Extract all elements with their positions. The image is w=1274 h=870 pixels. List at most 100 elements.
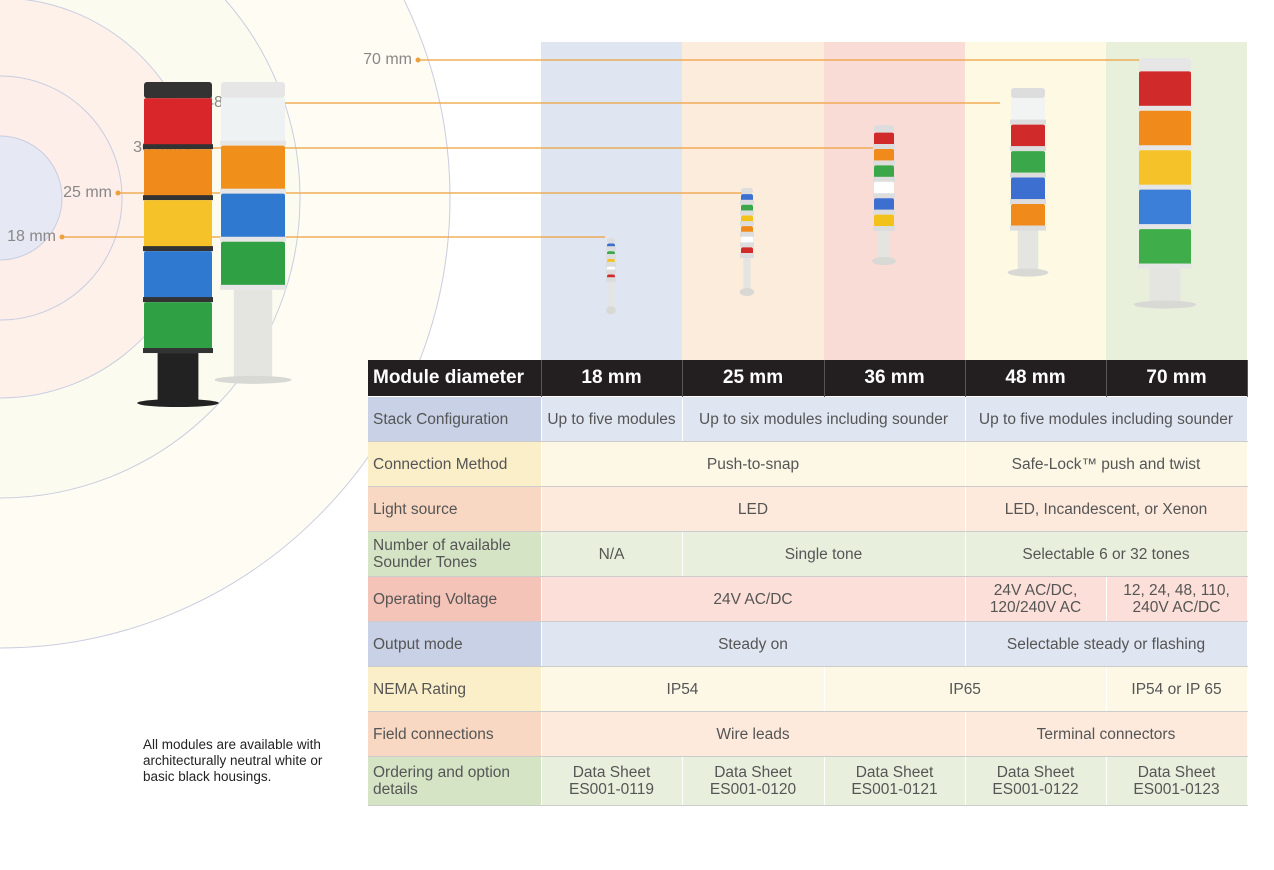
table-cell: Selectable steady or flashing — [965, 621, 1248, 667]
header-cell: 18 mm — [541, 360, 683, 397]
table-row: Stack Configuration Up to five modules Up … — [368, 396, 1248, 442]
tower-foot — [872, 257, 896, 265]
row-label: Ordering and option details — [368, 756, 542, 806]
tower-module — [1139, 71, 1191, 109]
header-cell: 25 mm — [682, 360, 825, 397]
tower-cap — [607, 238, 615, 244]
tower-module — [874, 214, 894, 229]
tower-ring — [1010, 225, 1046, 231]
tower-foot — [739, 288, 755, 296]
tower-module — [221, 241, 285, 288]
diameter-label: 70 mm — [363, 51, 412, 68]
tower-ring — [740, 221, 754, 227]
tower-ring — [143, 246, 213, 252]
tower-module — [874, 132, 894, 147]
table-cell: Up to five modules including sounder — [965, 396, 1248, 442]
row-label: Stack Configuration — [368, 396, 542, 442]
table-cell: Up to five modules — [541, 396, 683, 442]
table-cell: LED — [541, 486, 966, 532]
table-row: Output mode Steady on Selectable steady or… — [368, 621, 1248, 667]
tower-module — [144, 251, 212, 301]
tower-pole — [878, 231, 890, 261]
tower-module — [144, 149, 212, 199]
tower-module — [1139, 189, 1191, 228]
tower-pole — [233, 289, 273, 380]
tower-foot — [1133, 300, 1197, 309]
row-label: Output mode — [368, 621, 542, 667]
tower-pole — [743, 258, 751, 292]
leader-dot — [59, 234, 65, 240]
table-cell: Terminal connectors — [965, 711, 1248, 757]
tower-module — [144, 200, 212, 250]
tower-pole — [157, 353, 199, 404]
tower-ring — [740, 231, 754, 237]
tower-module — [874, 198, 894, 213]
table-cell: Steady on — [541, 621, 966, 667]
tower-cap — [874, 125, 894, 133]
row-label: Light source — [368, 486, 542, 532]
tower-ring — [873, 209, 895, 215]
tower-ring — [220, 140, 286, 146]
tower-module — [874, 181, 894, 197]
column-band — [824, 42, 965, 360]
tower-ring — [873, 160, 895, 166]
tower-ring — [740, 210, 754, 216]
tower-module — [1011, 177, 1045, 203]
table-cell: Push-to-snap — [541, 441, 966, 487]
tower-ring — [873, 226, 895, 231]
caption: All modules are available with architect… — [143, 737, 323, 784]
tower-pole — [608, 282, 614, 311]
tower-foot — [606, 306, 616, 315]
table-cell: Data Sheet ES001-0119 — [541, 756, 683, 806]
tower-ring — [606, 269, 616, 275]
tower-module — [874, 165, 894, 180]
table-cell: Single tone — [682, 531, 966, 577]
tower-ring — [1138, 184, 1192, 190]
tower-ring — [220, 236, 286, 242]
diameter-label: 25 mm — [63, 184, 112, 201]
table-cell: Data Sheet ES001-0122 — [965, 756, 1107, 806]
tower-module — [221, 193, 285, 240]
tower-module — [1011, 124, 1045, 150]
tower-ring — [220, 284, 286, 290]
tower-ring — [143, 144, 213, 150]
table-row: NEMA Rating IP54 IP65 IP54 or IP 65 — [368, 666, 1248, 712]
leader-dot — [415, 57, 421, 63]
table-cell: 24V AC/DC — [541, 576, 966, 622]
tower-ring — [740, 253, 754, 258]
table-cell: LED, Incandescent, or Xenon — [965, 486, 1248, 532]
tower-module — [221, 97, 285, 144]
tower-ring — [1010, 146, 1046, 152]
tower-ring — [873, 193, 895, 199]
tower-module — [1011, 151, 1045, 176]
table-cell: Data Sheet ES001-0121 — [824, 756, 966, 806]
table-row: Light source LED LED, Incandescent, or Xen… — [368, 486, 1248, 532]
tower-ring — [606, 253, 616, 259]
table-cell: N/A — [541, 531, 683, 577]
tower-ring — [1138, 105, 1192, 111]
tower-ring — [143, 297, 213, 303]
table-row: Number of available Sounder Tones N/A Sing… — [368, 531, 1248, 577]
tower-ring — [606, 246, 616, 252]
tower-ring — [740, 199, 754, 205]
tower-module — [1139, 110, 1191, 149]
tower-module — [1139, 229, 1191, 267]
spec-table: Module diameter 18 mm 25 mm 36 mm 48 mm 70 mm… — [368, 360, 1248, 806]
table-row: Field connections Wire leads Terminal conn… — [368, 711, 1248, 757]
table-cell: IP65 — [824, 666, 1107, 712]
header-cell: 36 mm — [824, 360, 966, 397]
tower-cap — [1139, 58, 1191, 72]
tower-ring — [873, 144, 895, 149]
tower-pole — [1149, 268, 1181, 305]
tower-module — [144, 98, 212, 148]
tower-ring — [1010, 119, 1046, 125]
row-label: NEMA Rating — [368, 666, 542, 712]
tower-module — [1011, 204, 1045, 229]
table-cell: 24V AC/DC, 120/240V AC — [965, 576, 1107, 622]
table-cell: IP54 — [541, 666, 825, 712]
tower-ring — [740, 242, 754, 248]
table-cell: Wire leads — [541, 711, 966, 757]
tower-ring — [1010, 172, 1046, 178]
table-row: Ordering and option details Data Sheet ES… — [368, 756, 1248, 806]
